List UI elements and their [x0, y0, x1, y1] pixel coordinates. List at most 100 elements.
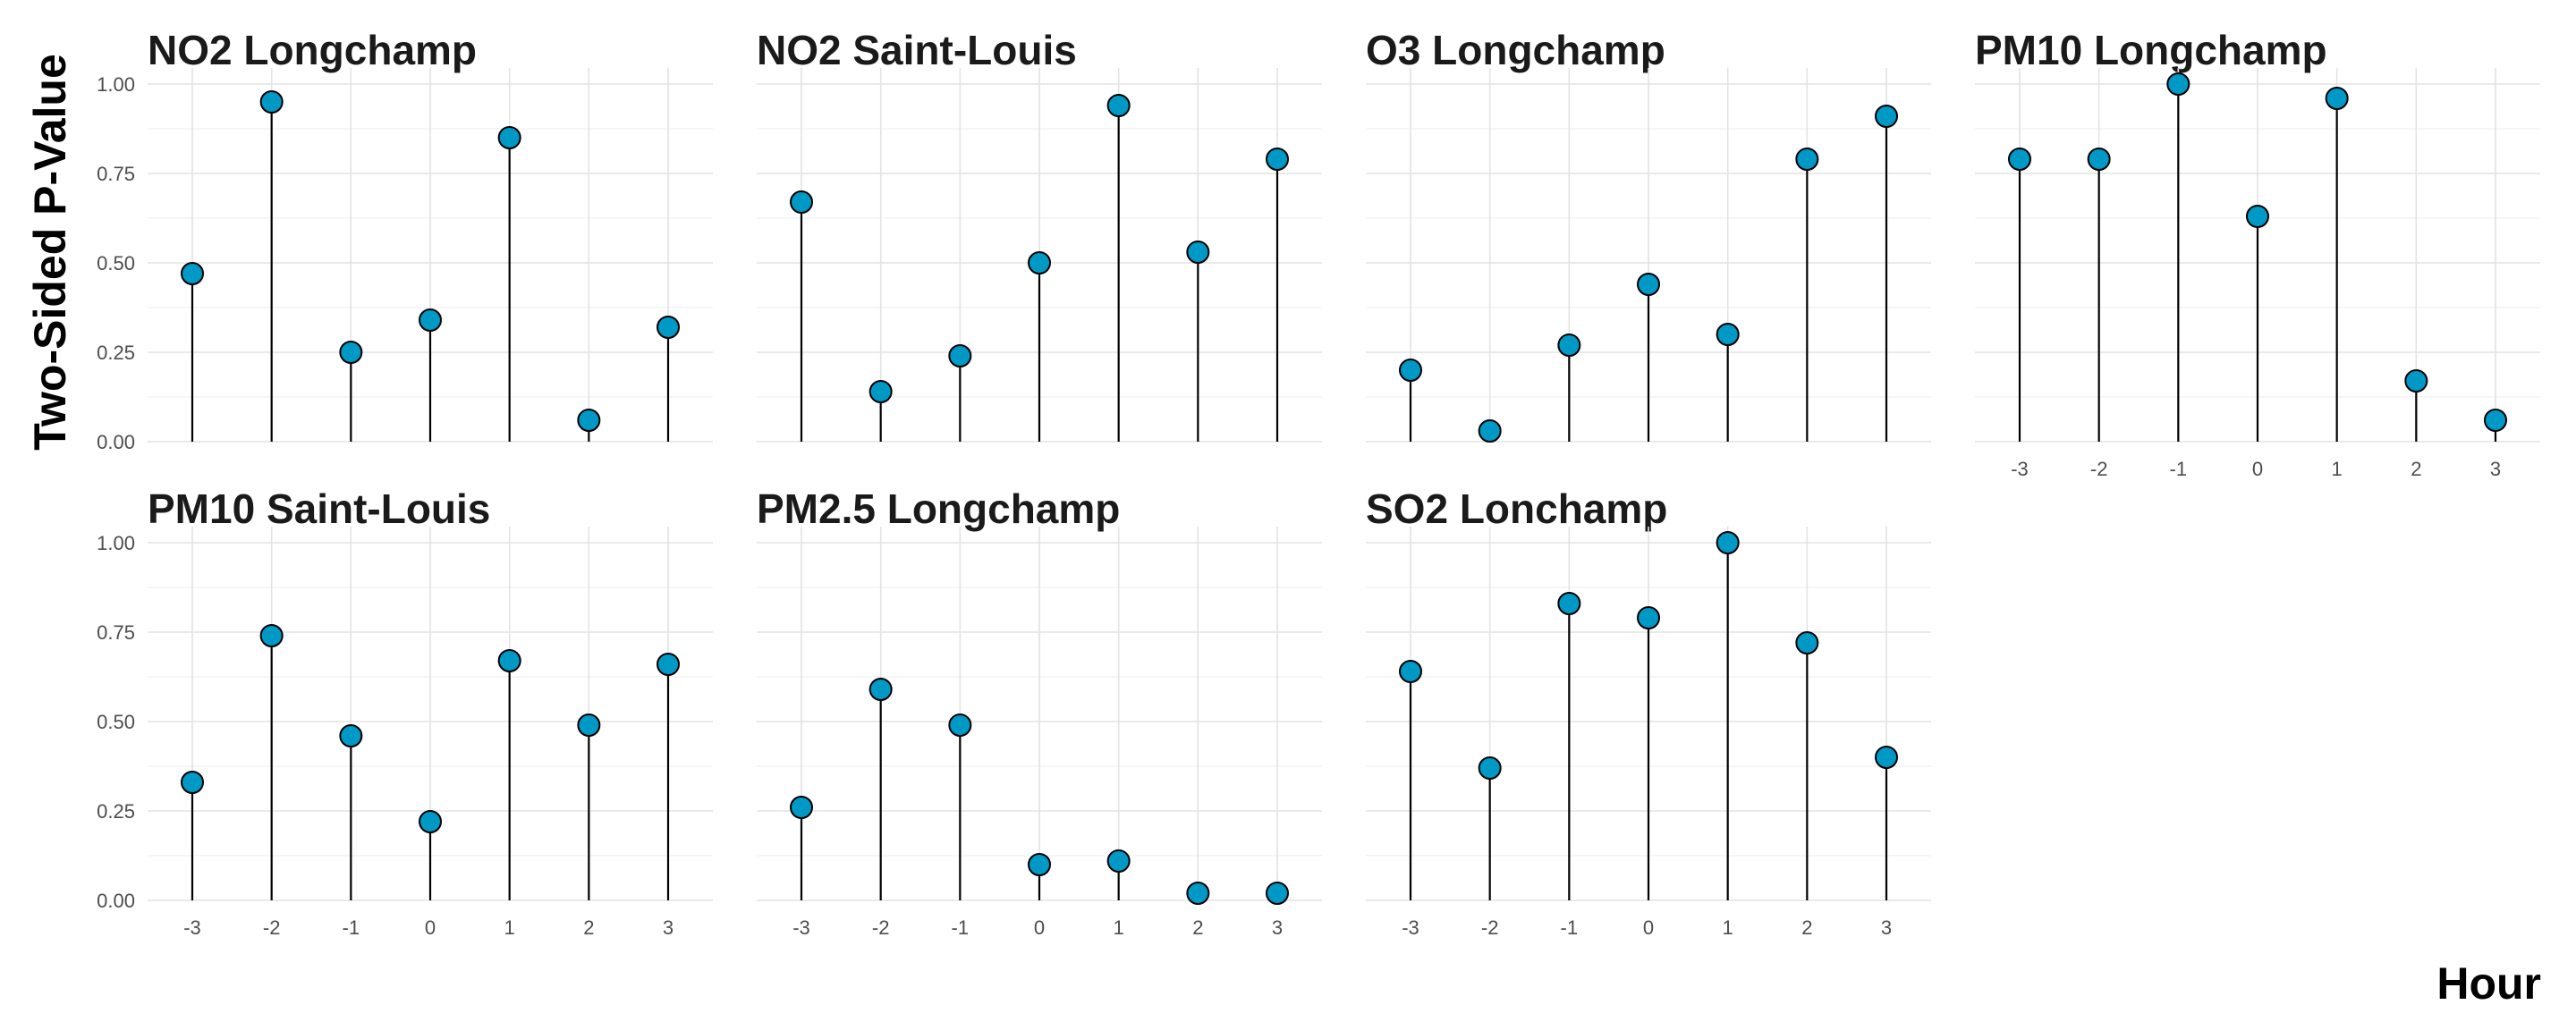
- data-point: [497, 126, 521, 149]
- data-point: [790, 190, 813, 214]
- data-point: [419, 810, 442, 833]
- x-tick-label: -2: [872, 916, 890, 939]
- y-tick-label: 0.75: [97, 621, 135, 644]
- panel-title: PM2.5 Longchamp: [757, 485, 1120, 532]
- data-point: [2087, 148, 2111, 171]
- x-tick-label: 3: [2490, 458, 2501, 480]
- panel-title: PM10 Longchamp: [1975, 27, 2327, 73]
- x-tick-label: 1: [1723, 916, 1733, 939]
- x-tick-label: -1: [952, 916, 970, 939]
- panel-title: PM10 Saint-Louis: [148, 485, 490, 532]
- x-tick-label: 1: [2332, 458, 2343, 480]
- panel-title: NO2 Saint-Louis: [757, 27, 1077, 73]
- panel-pm10-saint-louis: PM10 Saint-Louis 0.00 0.25 0.50 0.75 1.00 -3 -2…: [97, 485, 713, 939]
- y-tick-label: 0.50: [97, 711, 135, 733]
- panel-so2-lonchamp: SO2 Lonchamp -3 -2 -1 0 1 2 3: [1366, 485, 1931, 939]
- y-tick-label: 1.00: [97, 532, 135, 554]
- data-point: [1399, 359, 1422, 382]
- y-tick-label: 0.00: [97, 890, 135, 912]
- panel-no2-saint-louis: NO2 Saint-Louis: [757, 27, 1322, 443]
- panel-pm10-longchamp: PM10 Longchamp -3 -2 -1 0 1 2 3: [1975, 27, 2540, 480]
- y-tick-label: 0.50: [97, 252, 135, 274]
- panel-no2-longchamp: NO2 Longchamp 0.00 0.25 0.50 0.75 1.00: [97, 27, 713, 453]
- data-point: [1028, 853, 1051, 876]
- data-point: [259, 90, 284, 114]
- x-tick-label: 1: [504, 916, 515, 939]
- panel-o3-longchamp: O3 Longchamp: [1366, 27, 1931, 443]
- data-point: [1106, 849, 1131, 873]
- x-tick-label: -2: [1481, 916, 1499, 939]
- x-tick-label: -3: [792, 916, 810, 939]
- data-point: [1266, 148, 1289, 171]
- data-point: [1106, 94, 1131, 117]
- data-point: [1186, 882, 1210, 905]
- x-tick-label: 2: [583, 916, 594, 939]
- data-point: [1186, 241, 1210, 264]
- y-tick-label: 0.00: [97, 431, 135, 453]
- x-tick-label: -3: [2011, 458, 2029, 480]
- x-tick-label: -1: [343, 916, 360, 939]
- data-point: [2166, 72, 2190, 96]
- data-point: [657, 653, 680, 676]
- x-tick-label: 2: [2411, 458, 2421, 480]
- data-point: [1875, 746, 1898, 769]
- data-point: [181, 262, 204, 285]
- x-tick-label: -1: [1561, 916, 1579, 939]
- data-point: [1637, 606, 1660, 629]
- data-point: [1028, 251, 1051, 274]
- panel-pm2-5-longchamp: PM2.5 Longchamp -3 -2 -1 0 1 2 3: [757, 485, 1322, 939]
- data-point: [1266, 882, 1289, 905]
- data-point: [181, 771, 204, 794]
- data-point: [657, 316, 680, 339]
- panel-title: O3 Longchamp: [1366, 27, 1665, 73]
- facet-panels: NO2 Longchamp 0.00 0.25 0.50 0.75 1.00 NO2 Sai…: [97, 27, 2540, 939]
- data-point: [1478, 419, 1502, 443]
- y-tick-label: 0.25: [97, 342, 135, 364]
- panel-title: NO2 Longchamp: [148, 27, 477, 73]
- x-axis-title: Hour: [2436, 958, 2541, 1009]
- data-point: [948, 344, 972, 367]
- data-point: [1557, 333, 1581, 357]
- data-point: [339, 724, 363, 747]
- x-tick-label: -2: [2090, 458, 2108, 480]
- y-tick-label: 0.75: [97, 163, 135, 185]
- y-axis-title: Two-Sided P-Value: [25, 54, 75, 451]
- x-tick-label: 0: [2252, 458, 2263, 480]
- data-point: [790, 796, 813, 819]
- x-tick-label: 0: [1643, 916, 1654, 939]
- data-point: [259, 624, 284, 647]
- x-tick-label: 3: [663, 916, 674, 939]
- data-point: [577, 713, 601, 737]
- data-point: [419, 308, 442, 332]
- data-point: [2008, 148, 2031, 171]
- x-tick-label: -3: [183, 916, 201, 939]
- data-point: [1716, 531, 1740, 554]
- data-point: [339, 341, 363, 364]
- y-tick-label: 1.00: [97, 73, 135, 96]
- x-tick-label: 3: [1272, 916, 1283, 939]
- data-point: [577, 409, 601, 432]
- x-tick-label: -2: [263, 916, 281, 939]
- data-point: [2484, 409, 2507, 432]
- data-point: [1875, 105, 1898, 128]
- x-tick-label: 2: [1801, 916, 1812, 939]
- x-tick-label: -3: [1402, 916, 1419, 939]
- x-tick-label: 1: [1114, 916, 1124, 939]
- data-point: [1795, 631, 1819, 654]
- data-point: [2404, 369, 2428, 393]
- y-tick-label: 0.25: [97, 800, 135, 823]
- x-tick-label: 2: [1192, 916, 1203, 939]
- x-tick-label: -1: [2170, 458, 2188, 480]
- data-point: [1478, 756, 1502, 780]
- x-tick-label: 0: [1034, 916, 1045, 939]
- data-point: [497, 649, 521, 672]
- data-point: [1399, 660, 1422, 683]
- data-point: [869, 678, 893, 701]
- x-tick-label: 0: [425, 916, 436, 939]
- data-point: [1637, 273, 1660, 296]
- data-point: [1716, 323, 1740, 346]
- data-point: [2325, 87, 2349, 110]
- data-point: [948, 713, 972, 737]
- panel-title: SO2 Lonchamp: [1366, 485, 1667, 532]
